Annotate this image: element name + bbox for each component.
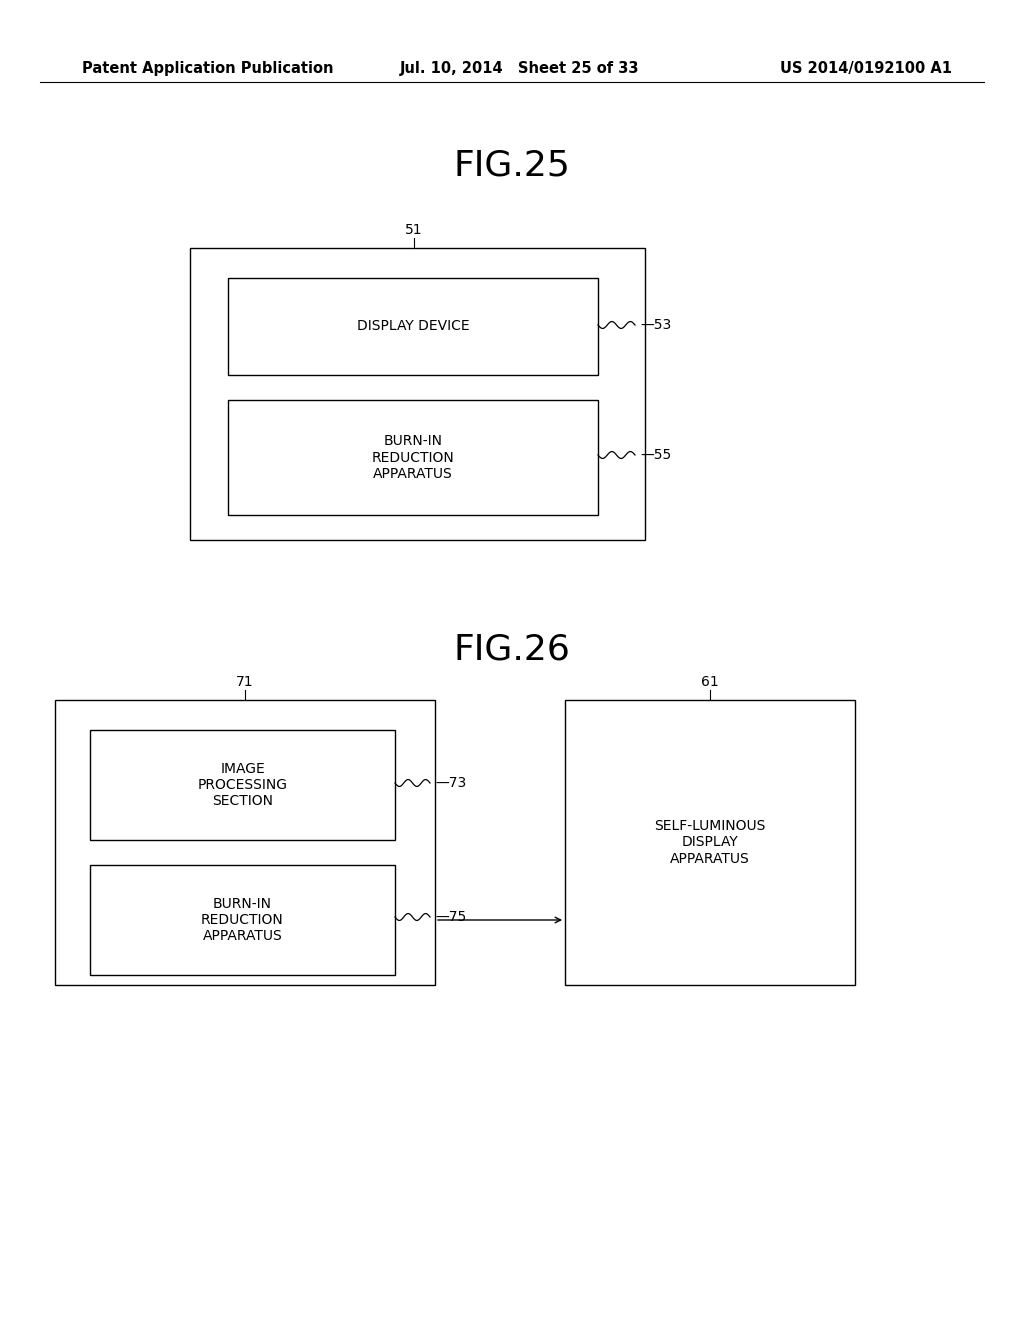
Text: 61: 61 <box>701 675 719 689</box>
Text: 71: 71 <box>237 675 254 689</box>
Text: FIG.26: FIG.26 <box>454 634 570 667</box>
Bar <box>55 700 435 985</box>
Text: 51: 51 <box>406 223 423 238</box>
Text: Patent Application Publication: Patent Application Publication <box>82 61 334 75</box>
Bar <box>190 248 645 540</box>
Text: SELF-LUMINOUS
DISPLAY
APPARATUS: SELF-LUMINOUS DISPLAY APPARATUS <box>654 820 766 866</box>
Text: IMAGE
PROCESSING
SECTION: IMAGE PROCESSING SECTION <box>198 762 288 808</box>
Text: DISPLAY DEVICE: DISPLAY DEVICE <box>356 319 469 334</box>
Bar <box>565 700 855 985</box>
Text: FIG.25: FIG.25 <box>454 148 570 182</box>
Text: Jul. 10, 2014   Sheet 25 of 33: Jul. 10, 2014 Sheet 25 of 33 <box>400 61 640 75</box>
Bar <box>90 865 395 975</box>
Text: BURN-IN
REDUCTION
APPARATUS: BURN-IN REDUCTION APPARATUS <box>372 434 455 480</box>
Text: —53: —53 <box>640 318 672 333</box>
Bar <box>228 400 598 515</box>
Text: —75: —75 <box>435 909 466 924</box>
Text: BURN-IN
REDUCTION
APPARATUS: BURN-IN REDUCTION APPARATUS <box>201 896 284 944</box>
Text: —55: —55 <box>640 447 672 462</box>
Text: US 2014/0192100 A1: US 2014/0192100 A1 <box>780 61 952 75</box>
Text: —73: —73 <box>435 776 466 789</box>
Bar <box>90 730 395 840</box>
Bar <box>228 279 598 375</box>
